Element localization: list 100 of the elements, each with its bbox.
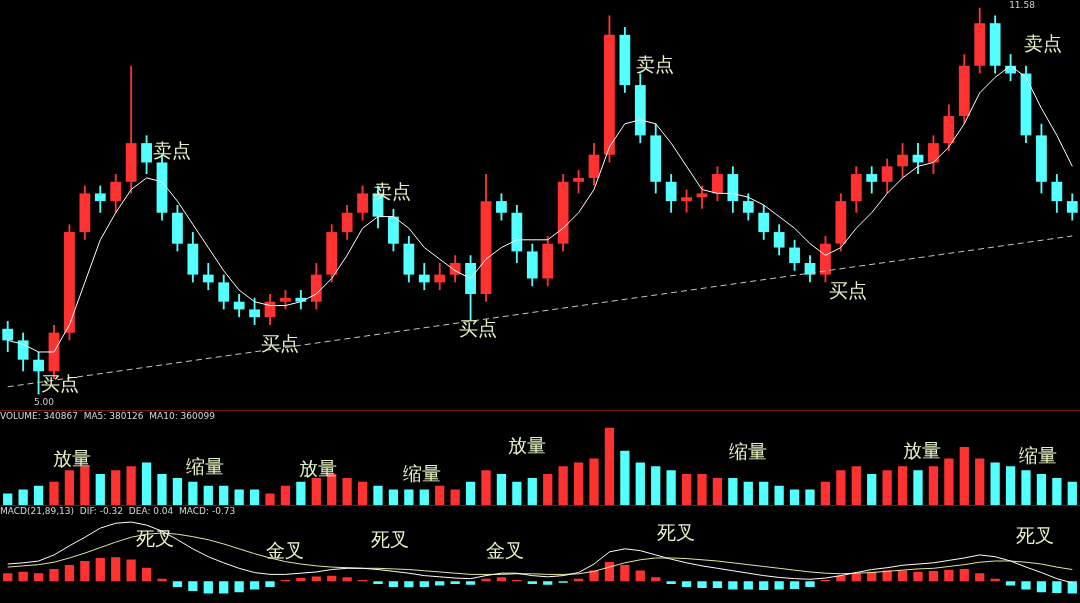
bar [450, 489, 460, 505]
bar [820, 481, 831, 505]
bar [620, 564, 630, 582]
bar [975, 458, 985, 505]
bar [219, 581, 229, 594]
bar [203, 581, 213, 594]
bar [697, 474, 707, 505]
bar [728, 581, 738, 590]
bar [666, 581, 676, 584]
annotation: 死叉 [657, 520, 695, 543]
annotation: 缩量 [403, 461, 441, 484]
bar [789, 581, 800, 590]
bar [111, 470, 121, 505]
bar [1036, 581, 1047, 593]
bar [1067, 581, 1077, 594]
bar [743, 481, 753, 505]
bar [95, 558, 105, 582]
bar [1052, 477, 1062, 505]
bar [712, 477, 723, 505]
chart-title: MACD(21,89,13) DIF: -0.32 DEA: 0.04 MACD: -0.73 [0, 505, 236, 516]
bar [33, 573, 44, 582]
bar [249, 581, 260, 590]
bar [913, 571, 923, 582]
bar [928, 571, 939, 582]
bar [373, 581, 383, 584]
bar [64, 470, 75, 505]
bar [681, 474, 692, 505]
bar [1052, 581, 1062, 593]
bar [774, 485, 784, 505]
bar [867, 474, 877, 505]
bar [882, 470, 892, 505]
bar [265, 493, 275, 505]
annotation: 买点 [261, 331, 299, 354]
bar [1036, 474, 1047, 505]
annotation: 金叉 [486, 538, 524, 561]
bar [928, 466, 939, 505]
bar [404, 581, 414, 588]
bar [33, 485, 44, 505]
bar [265, 581, 275, 587]
annotation: 卖点 [636, 52, 674, 75]
bar [1021, 581, 1031, 590]
bar [1067, 481, 1077, 505]
bar [805, 489, 815, 505]
annotation: 放量 [53, 446, 91, 469]
bar [373, 485, 383, 505]
bar [1005, 581, 1016, 586]
bar [157, 474, 167, 505]
bar [203, 485, 213, 505]
annotation: 买点 [829, 278, 867, 301]
bar [681, 581, 692, 587]
bar [990, 462, 1000, 505]
bar [234, 489, 244, 505]
bar [219, 485, 229, 505]
bar [944, 569, 954, 582]
bar [1021, 470, 1031, 505]
annotation: 放量 [903, 438, 941, 461]
annotation: 卖点 [153, 138, 191, 161]
bar [465, 581, 476, 585]
bar [651, 466, 661, 505]
annotation: 缩量 [186, 454, 224, 477]
bar [311, 477, 321, 505]
bar [435, 581, 445, 586]
bar [604, 427, 615, 505]
annotation: 金叉 [266, 538, 304, 561]
bar [959, 447, 969, 505]
bar [635, 462, 645, 505]
annotation: 11.58 [1009, 0, 1036, 11]
bar [651, 577, 661, 582]
bar [342, 477, 352, 505]
bar [388, 581, 399, 587]
bar [465, 481, 476, 505]
bar [80, 560, 90, 582]
bar [296, 481, 306, 505]
bar [388, 489, 399, 505]
bar [851, 466, 861, 505]
bar [249, 489, 260, 505]
bar [188, 581, 198, 591]
bar [342, 577, 352, 582]
bar [527, 477, 537, 505]
bar [95, 474, 105, 505]
bar [404, 489, 414, 505]
bar [759, 481, 769, 505]
bar [188, 481, 198, 505]
bar [3, 573, 13, 582]
bar [774, 581, 784, 590]
bar [712, 581, 723, 589]
annotation: 买点 [41, 371, 79, 394]
text: 5.00 [33, 397, 55, 408]
bar [759, 581, 769, 591]
bar [589, 458, 599, 505]
bar [80, 466, 90, 505]
bar [496, 474, 507, 505]
bar [357, 481, 368, 505]
bar [111, 557, 121, 582]
bar [280, 485, 291, 505]
bar [481, 470, 491, 505]
bar [49, 481, 59, 505]
bar [527, 581, 537, 584]
bar [512, 481, 522, 505]
bar [897, 570, 908, 582]
